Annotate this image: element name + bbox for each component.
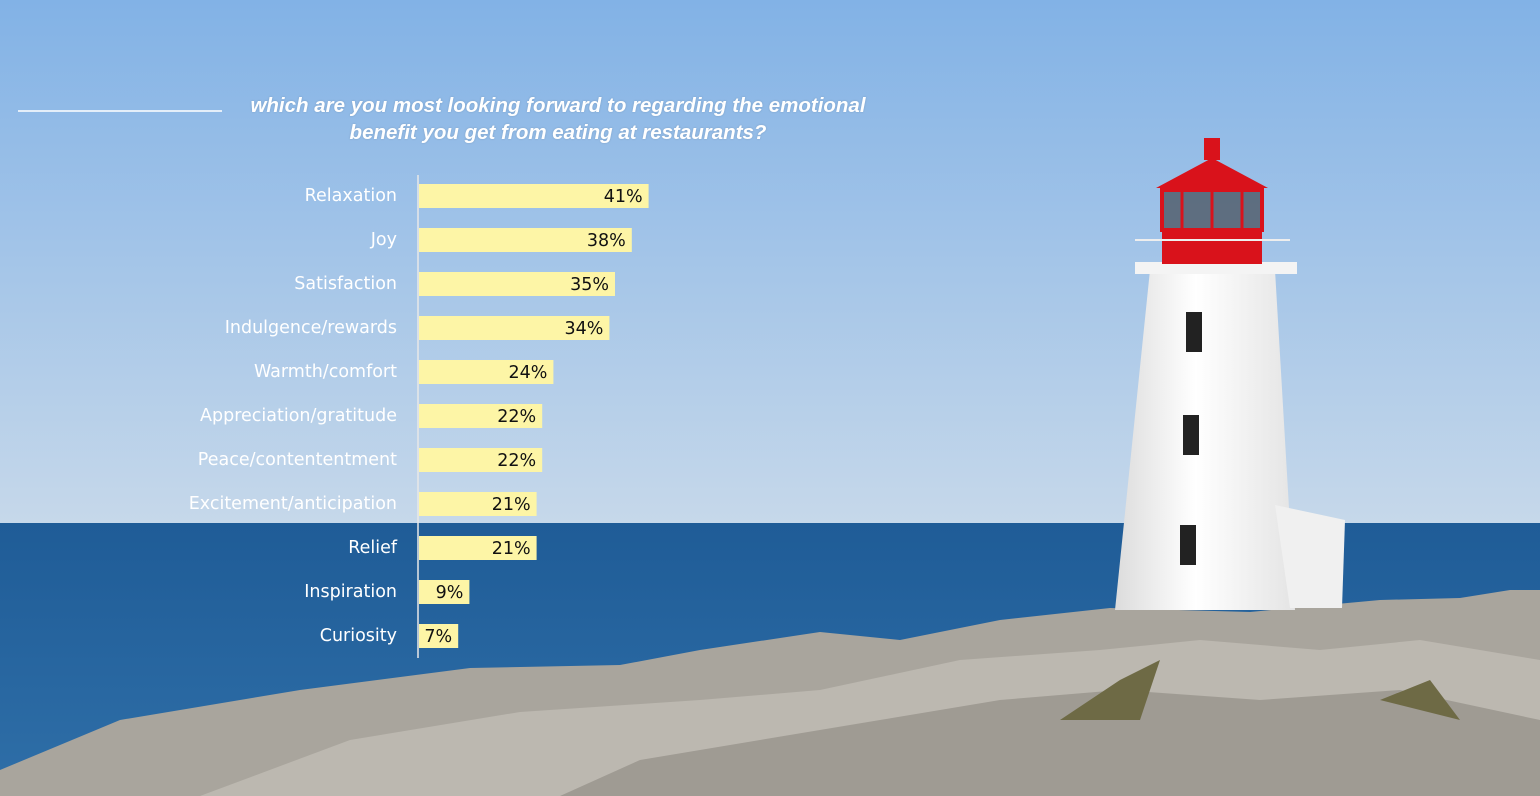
- category-label: Peace/contententment: [198, 450, 397, 470]
- value-label: 22%: [497, 407, 536, 427]
- value-label: 21%: [492, 539, 531, 559]
- chart-title: which are you most looking forward to re…: [250, 94, 866, 144]
- category-label: Inspiration: [304, 582, 397, 602]
- category-label: Indulgence/rewards: [225, 318, 397, 338]
- bar: [419, 404, 543, 428]
- bars: 41% Relaxation 38% Joy 35% Satisfaction 34% Ind…: [189, 184, 649, 648]
- category-label: Excitement/anticipation: [189, 494, 397, 514]
- category-label: Relaxation: [305, 186, 397, 206]
- value-label: 9%: [436, 583, 464, 603]
- category-label: Warmth/comfort: [254, 362, 397, 382]
- bar: [419, 492, 537, 516]
- bar: [419, 184, 649, 208]
- category-label: Relief: [348, 538, 398, 558]
- bar: [419, 580, 470, 604]
- category-label: Satisfaction: [294, 274, 397, 294]
- value-label: 35%: [570, 275, 609, 295]
- value-label: 38%: [587, 231, 626, 251]
- category-label: Joy: [370, 230, 397, 250]
- bar: [419, 360, 554, 384]
- bar: [419, 272, 615, 296]
- category-label: Curiosity: [320, 626, 397, 646]
- value-label: 34%: [564, 319, 603, 339]
- bar: [419, 536, 537, 560]
- value-label: 22%: [497, 451, 536, 471]
- value-label: 24%: [508, 363, 547, 383]
- bar: [419, 624, 459, 648]
- category-label: Appreciation/gratitude: [200, 406, 397, 426]
- bar: [419, 228, 632, 252]
- value-label: 21%: [492, 495, 531, 515]
- bar: [419, 316, 610, 340]
- value-label: 41%: [604, 187, 643, 207]
- bar: [419, 448, 543, 472]
- value-label: 7%: [424, 627, 452, 647]
